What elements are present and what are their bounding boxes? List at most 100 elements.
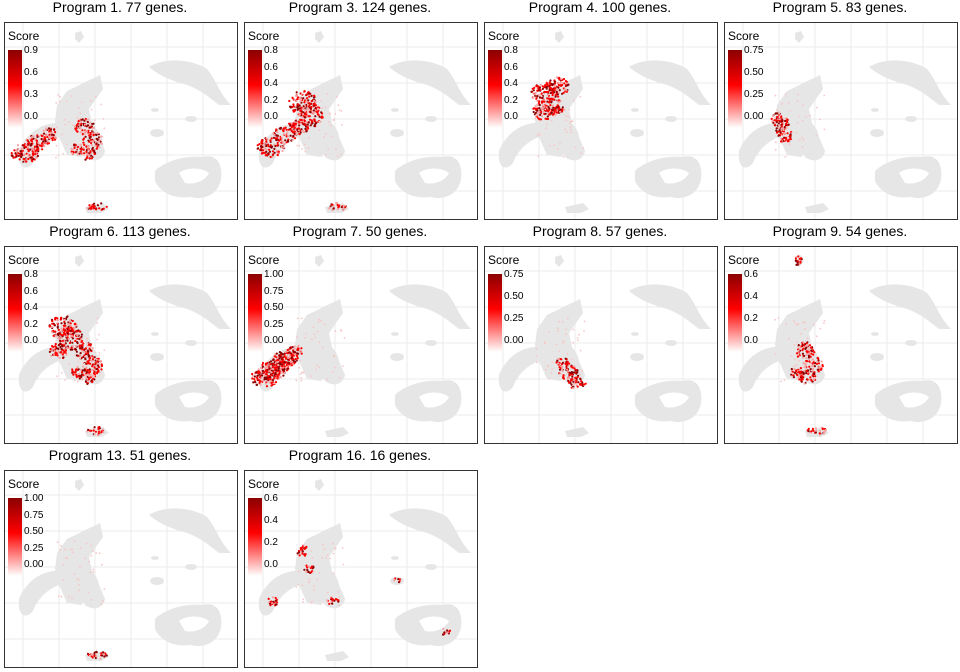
cell-point [252,381,255,384]
cell-point [79,566,81,568]
cell-point [88,357,92,360]
cell-point [271,379,274,382]
cell-point [811,374,814,377]
cell-point [814,375,817,378]
cell-point [67,325,70,328]
cell-point [774,148,777,151]
cell-point [89,138,92,141]
cell-point [770,117,773,120]
cell-point [270,373,273,376]
cell-point [298,113,301,116]
cell-point [576,376,579,379]
cell-point [79,120,83,123]
cell-point [286,358,289,361]
cell-point [798,378,801,381]
cell-point [258,381,261,384]
cell-point [60,322,63,325]
cell-point [812,361,815,364]
cell-point [536,103,539,106]
cluster-small-bottom [805,203,829,213]
cell-point [97,430,100,433]
cell-point [291,96,294,100]
cell-point [799,139,801,141]
cell-point [51,131,54,134]
cell-point [802,104,804,107]
cell-point [329,601,332,604]
cell-point [83,143,86,146]
cell-point [554,87,557,90]
legend-tick-label: 0.0 [24,335,38,346]
cell-point [788,143,791,145]
cell-point [261,361,265,365]
cell-point [277,373,280,376]
cell-point [92,207,95,210]
cell-point [90,141,93,145]
cluster-small-bottom [325,651,349,661]
cell-point [309,111,312,114]
cell-point [299,118,303,122]
cell-point [63,118,66,121]
cell-point [340,330,343,332]
legend-title: Score [8,29,40,43]
cell-point [95,655,98,658]
cell-point [282,133,285,136]
legend-tick-label: 0.8 [264,45,278,56]
cell-point [266,362,269,365]
cell-point [784,93,787,95]
cell-point [557,108,560,111]
cell-point [332,207,335,210]
cell-point [552,106,555,109]
cell-point [302,111,305,114]
cell-point [538,107,541,110]
cell-point [53,135,57,138]
cell-point [93,433,96,436]
cell-point [554,113,557,116]
cell-point [788,337,790,340]
cell-point [54,342,57,346]
cell-point [68,362,70,365]
cell-point [293,120,296,123]
cell-point [92,377,95,380]
score-legend: Score 0.0 0.2 0.4 0.6 0.8 [246,30,316,128]
cell-point [274,375,277,378]
cell-point [89,373,92,376]
cell-point [544,112,547,115]
cell-point [544,108,547,111]
cluster-lower-right-hole [659,392,689,408]
plot-area: Score 0.00 0.25 0.50 0.75 1.00 [4,470,238,668]
cell-point [76,117,79,119]
cell-point [10,152,13,155]
cell-point [74,339,77,343]
cell-point [564,328,567,330]
cell-point [100,202,103,205]
cell-point [310,602,313,604]
cell-point [86,207,89,210]
score-points [48,315,106,436]
cell-point [281,149,284,152]
cell-point [310,550,313,552]
cell-point [100,138,102,141]
cell-point [71,330,74,333]
cell-point [567,379,570,382]
cell-point [561,369,564,373]
cell-point [291,127,294,130]
cell-point [300,317,303,320]
cell-point [777,122,780,125]
cell-point [63,351,66,354]
umap-scatter [245,471,477,667]
cell-point [275,129,278,132]
cell-point [573,365,576,368]
cell-point [86,343,89,345]
cell-point [99,371,102,374]
cell-point [822,432,825,435]
cell-point [810,369,813,372]
cell-point [303,116,306,119]
cell-point [320,115,324,118]
cell-point [276,370,279,373]
cell-point [793,371,796,374]
cell-point [79,354,82,357]
cell-point [565,119,568,122]
cell-point [796,355,799,358]
cell-point [335,148,337,151]
cell-point [277,150,280,153]
